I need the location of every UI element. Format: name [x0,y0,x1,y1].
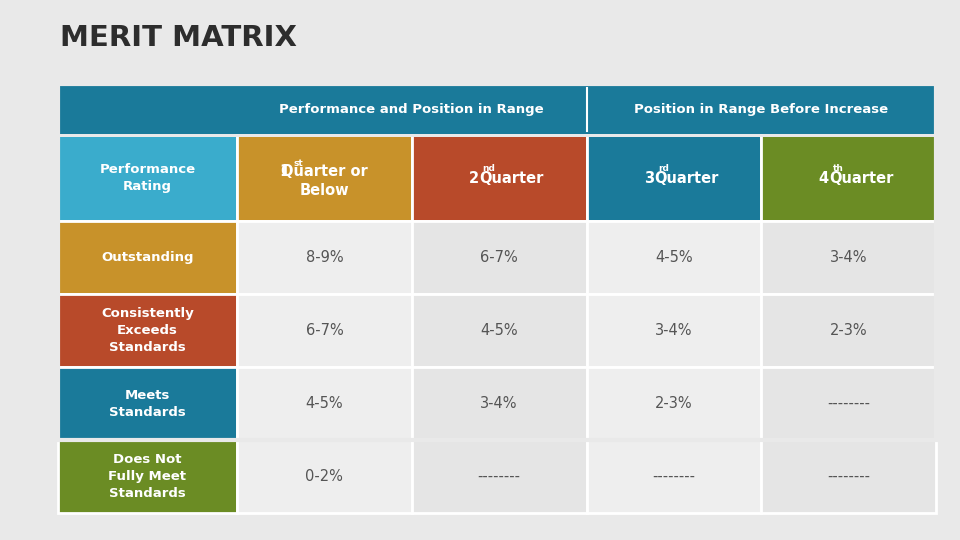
Text: Consistently
Exceeds
Standards: Consistently Exceeds Standards [101,307,194,354]
FancyBboxPatch shape [58,221,237,294]
Text: 8-9%: 8-9% [305,250,344,265]
FancyBboxPatch shape [761,221,936,294]
Text: Performance
Rating: Performance Rating [99,163,196,193]
FancyBboxPatch shape [412,294,587,367]
FancyBboxPatch shape [761,367,936,440]
FancyBboxPatch shape [587,367,761,440]
FancyBboxPatch shape [587,221,761,294]
Text: Position in Range Before Increase: Position in Range Before Increase [635,103,888,116]
FancyBboxPatch shape [587,135,761,221]
Text: st: st [294,159,303,167]
Text: 1: 1 [279,164,289,179]
Text: 6-7%: 6-7% [305,323,344,338]
Text: Meets
Standards: Meets Standards [108,388,185,418]
Text: Quarter or: Quarter or [281,164,368,179]
Text: 4-5%: 4-5% [480,323,518,338]
Text: th: th [832,164,844,173]
Text: Below: Below [300,183,349,198]
FancyBboxPatch shape [237,135,412,221]
FancyBboxPatch shape [58,367,237,440]
FancyBboxPatch shape [58,135,237,221]
Text: 3: 3 [644,171,654,186]
Text: 3-4%: 3-4% [655,323,693,338]
FancyBboxPatch shape [587,440,761,513]
Text: Performance and Position in Range: Performance and Position in Range [279,103,544,116]
FancyBboxPatch shape [412,440,587,513]
FancyBboxPatch shape [237,440,412,513]
Text: Does Not
Fully Meet
Standards: Does Not Fully Meet Standards [108,453,186,500]
Text: 0-2%: 0-2% [305,469,344,484]
FancyBboxPatch shape [587,294,761,367]
Text: Quarter: Quarter [654,171,719,186]
FancyBboxPatch shape [237,367,412,440]
Text: rd: rd [658,164,669,173]
Text: 2-3%: 2-3% [655,396,693,411]
Text: 6-7%: 6-7% [480,250,518,265]
Text: --------: -------- [828,469,870,484]
FancyBboxPatch shape [761,294,936,367]
FancyBboxPatch shape [58,294,237,367]
FancyBboxPatch shape [412,367,587,440]
FancyBboxPatch shape [412,221,587,294]
Text: 2: 2 [469,171,479,186]
Text: 3-4%: 3-4% [480,396,517,411]
FancyBboxPatch shape [412,135,587,221]
Text: 4-5%: 4-5% [655,250,693,265]
FancyBboxPatch shape [761,440,936,513]
Text: 2-3%: 2-3% [829,323,868,338]
FancyBboxPatch shape [58,440,237,513]
Text: --------: -------- [478,469,520,484]
FancyBboxPatch shape [761,135,936,221]
Text: --------: -------- [653,469,695,484]
Text: Outstanding: Outstanding [101,251,194,264]
FancyBboxPatch shape [237,221,412,294]
Text: MERIT MATRIX: MERIT MATRIX [60,24,297,52]
FancyBboxPatch shape [237,294,412,367]
Text: 4-5%: 4-5% [305,396,344,411]
Text: --------: -------- [828,396,870,411]
FancyBboxPatch shape [58,84,936,135]
Text: nd: nd [482,164,495,173]
Text: Quarter: Quarter [479,171,543,186]
Text: Quarter: Quarter [828,171,894,186]
Text: 4: 4 [819,171,828,186]
Text: 3-4%: 3-4% [829,250,868,265]
